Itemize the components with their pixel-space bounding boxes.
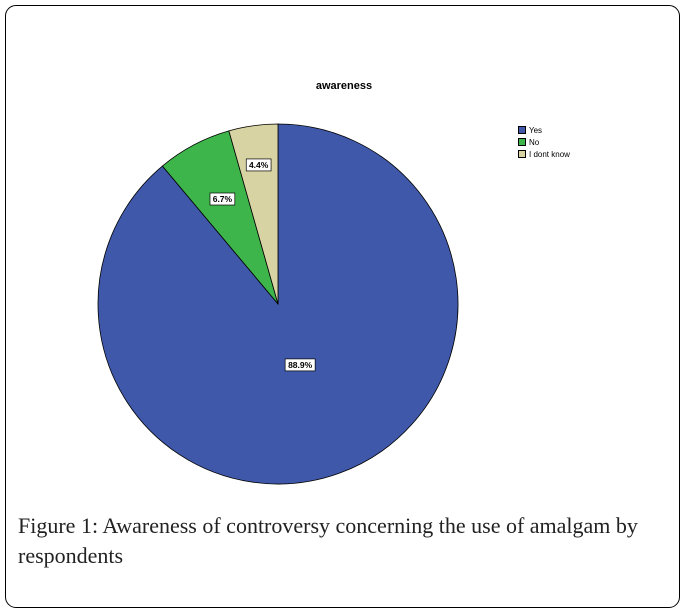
legend-swatch-yes <box>518 126 526 134</box>
data-label-box <box>245 158 272 172</box>
caption-text: Awareness of controversy concerning the … <box>18 513 638 568</box>
pie-slice-yes <box>97 123 459 485</box>
data-label-text: 4.4% <box>249 160 269 170</box>
legend-swatch-dont-know <box>518 150 526 158</box>
data-label-text: 88.9% <box>288 360 313 370</box>
chart-legend: Yes No I dont know <box>518 124 570 160</box>
caption-prefix: Figure 1: <box>18 513 99 538</box>
legend-item-no: No <box>518 136 570 148</box>
figure-caption: Figure 1: Awareness of controversy conce… <box>18 511 678 571</box>
data-label-no: 6.7% <box>209 192 236 206</box>
legend-label-yes: Yes <box>529 125 543 135</box>
data-label-i-dont-know: 4.4% <box>245 158 272 172</box>
data-label-yes: 88.9% <box>284 358 316 372</box>
legend-swatch-no <box>518 138 526 146</box>
legend-item-dont-know: I dont know <box>518 148 570 160</box>
data-label-text: 6.7% <box>213 194 233 204</box>
legend-label-no: No <box>529 137 540 147</box>
chart-title: awareness <box>315 80 373 92</box>
data-label-box <box>284 358 316 372</box>
legend-label-dont-know: I dont know <box>529 149 570 159</box>
legend-item-yes: Yes <box>518 124 570 136</box>
data-label-box <box>209 192 236 206</box>
